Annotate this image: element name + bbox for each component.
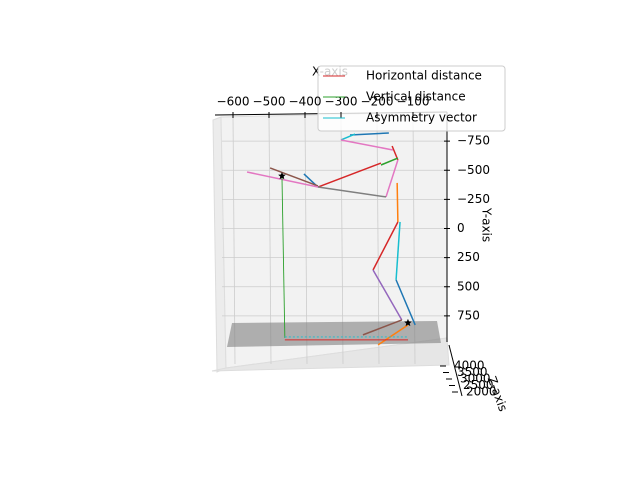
plot: [246, 132, 416, 346]
y-tick-label: 250: [457, 250, 480, 264]
segment: [395, 221, 401, 280]
legend-label: Asymmetry vector: [366, 111, 477, 125]
segment: [395, 279, 416, 326]
legend: [317, 65, 506, 132]
ground-plane: [227, 321, 441, 347]
z-tick-label: 2500: [463, 378, 494, 392]
x-tick-label: −600: [217, 95, 250, 109]
grid-line: [232, 115, 236, 365]
y-tick-label: −250: [457, 192, 490, 206]
y-axis-label: Y-axis: [480, 207, 494, 242]
segment: [377, 324, 409, 346]
segment: [362, 319, 403, 336]
segment: [317, 186, 387, 198]
segment: [246, 171, 319, 188]
x-tick-label: −400: [289, 95, 322, 109]
segment: [372, 221, 399, 271]
y-tick-label: 500: [457, 279, 480, 293]
segment: [349, 132, 389, 136]
x-tick-label: −200: [361, 95, 394, 109]
y-tick-label: −500: [457, 163, 490, 177]
segment: [340, 139, 393, 151]
z-tick-label: 2000: [466, 385, 497, 399]
segment: [396, 182, 399, 222]
x-tick-label: −100: [397, 95, 430, 109]
segment: [340, 133, 356, 141]
series-line: [281, 175, 286, 338]
legend-label: Horizontal distance: [366, 69, 482, 83]
z-tick-label: 3500: [457, 365, 488, 379]
x-tick-label: −500: [253, 95, 286, 109]
segment: [269, 167, 319, 187]
z-tick-label: 3000: [460, 372, 491, 386]
y-tick-label: 0: [457, 221, 465, 235]
segment: [385, 159, 399, 198]
point-marker: [404, 318, 412, 327]
y-tick-label: −750: [457, 134, 490, 148]
segment: [372, 269, 403, 321]
y-tick-label: 750: [457, 308, 480, 322]
z-axis-line: [448, 344, 463, 397]
segment: [380, 157, 399, 166]
legend-label: Vertical distance: [366, 90, 466, 104]
point-marker: [278, 171, 286, 180]
segment: [317, 162, 382, 188]
z-tick-label: 4000: [454, 359, 485, 373]
x-tick-label: −300: [325, 95, 358, 109]
